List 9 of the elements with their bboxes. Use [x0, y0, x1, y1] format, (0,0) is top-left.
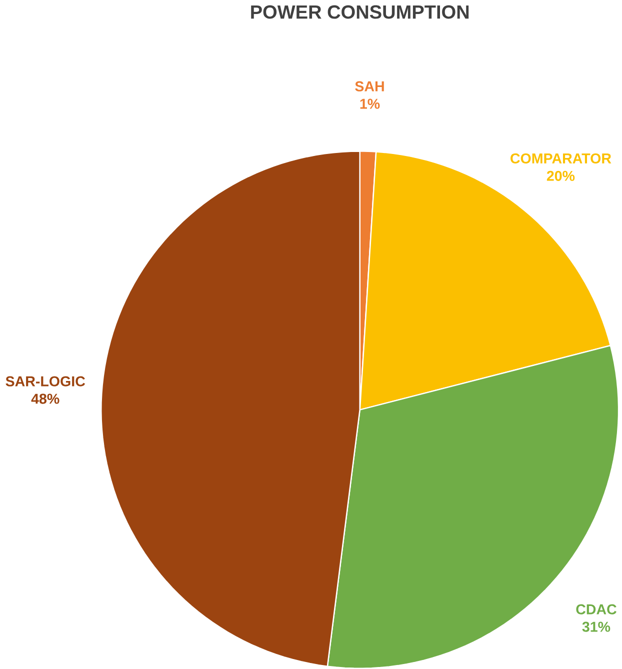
slice-label: SAH: [355, 81, 384, 92]
data-label: 31%: [582, 622, 610, 632]
data-label: 48%: [31, 394, 60, 404]
slice-label: SAR-LOGIC: [6, 376, 85, 386]
slice-label: CDAC: [576, 604, 616, 614]
data-label: 1%: [360, 98, 380, 109]
data-label: 20%: [546, 170, 575, 181]
slice-label: COMPARATOR: [510, 153, 612, 164]
chart-title: POWER CONSUMPTION: [251, 5, 469, 19]
